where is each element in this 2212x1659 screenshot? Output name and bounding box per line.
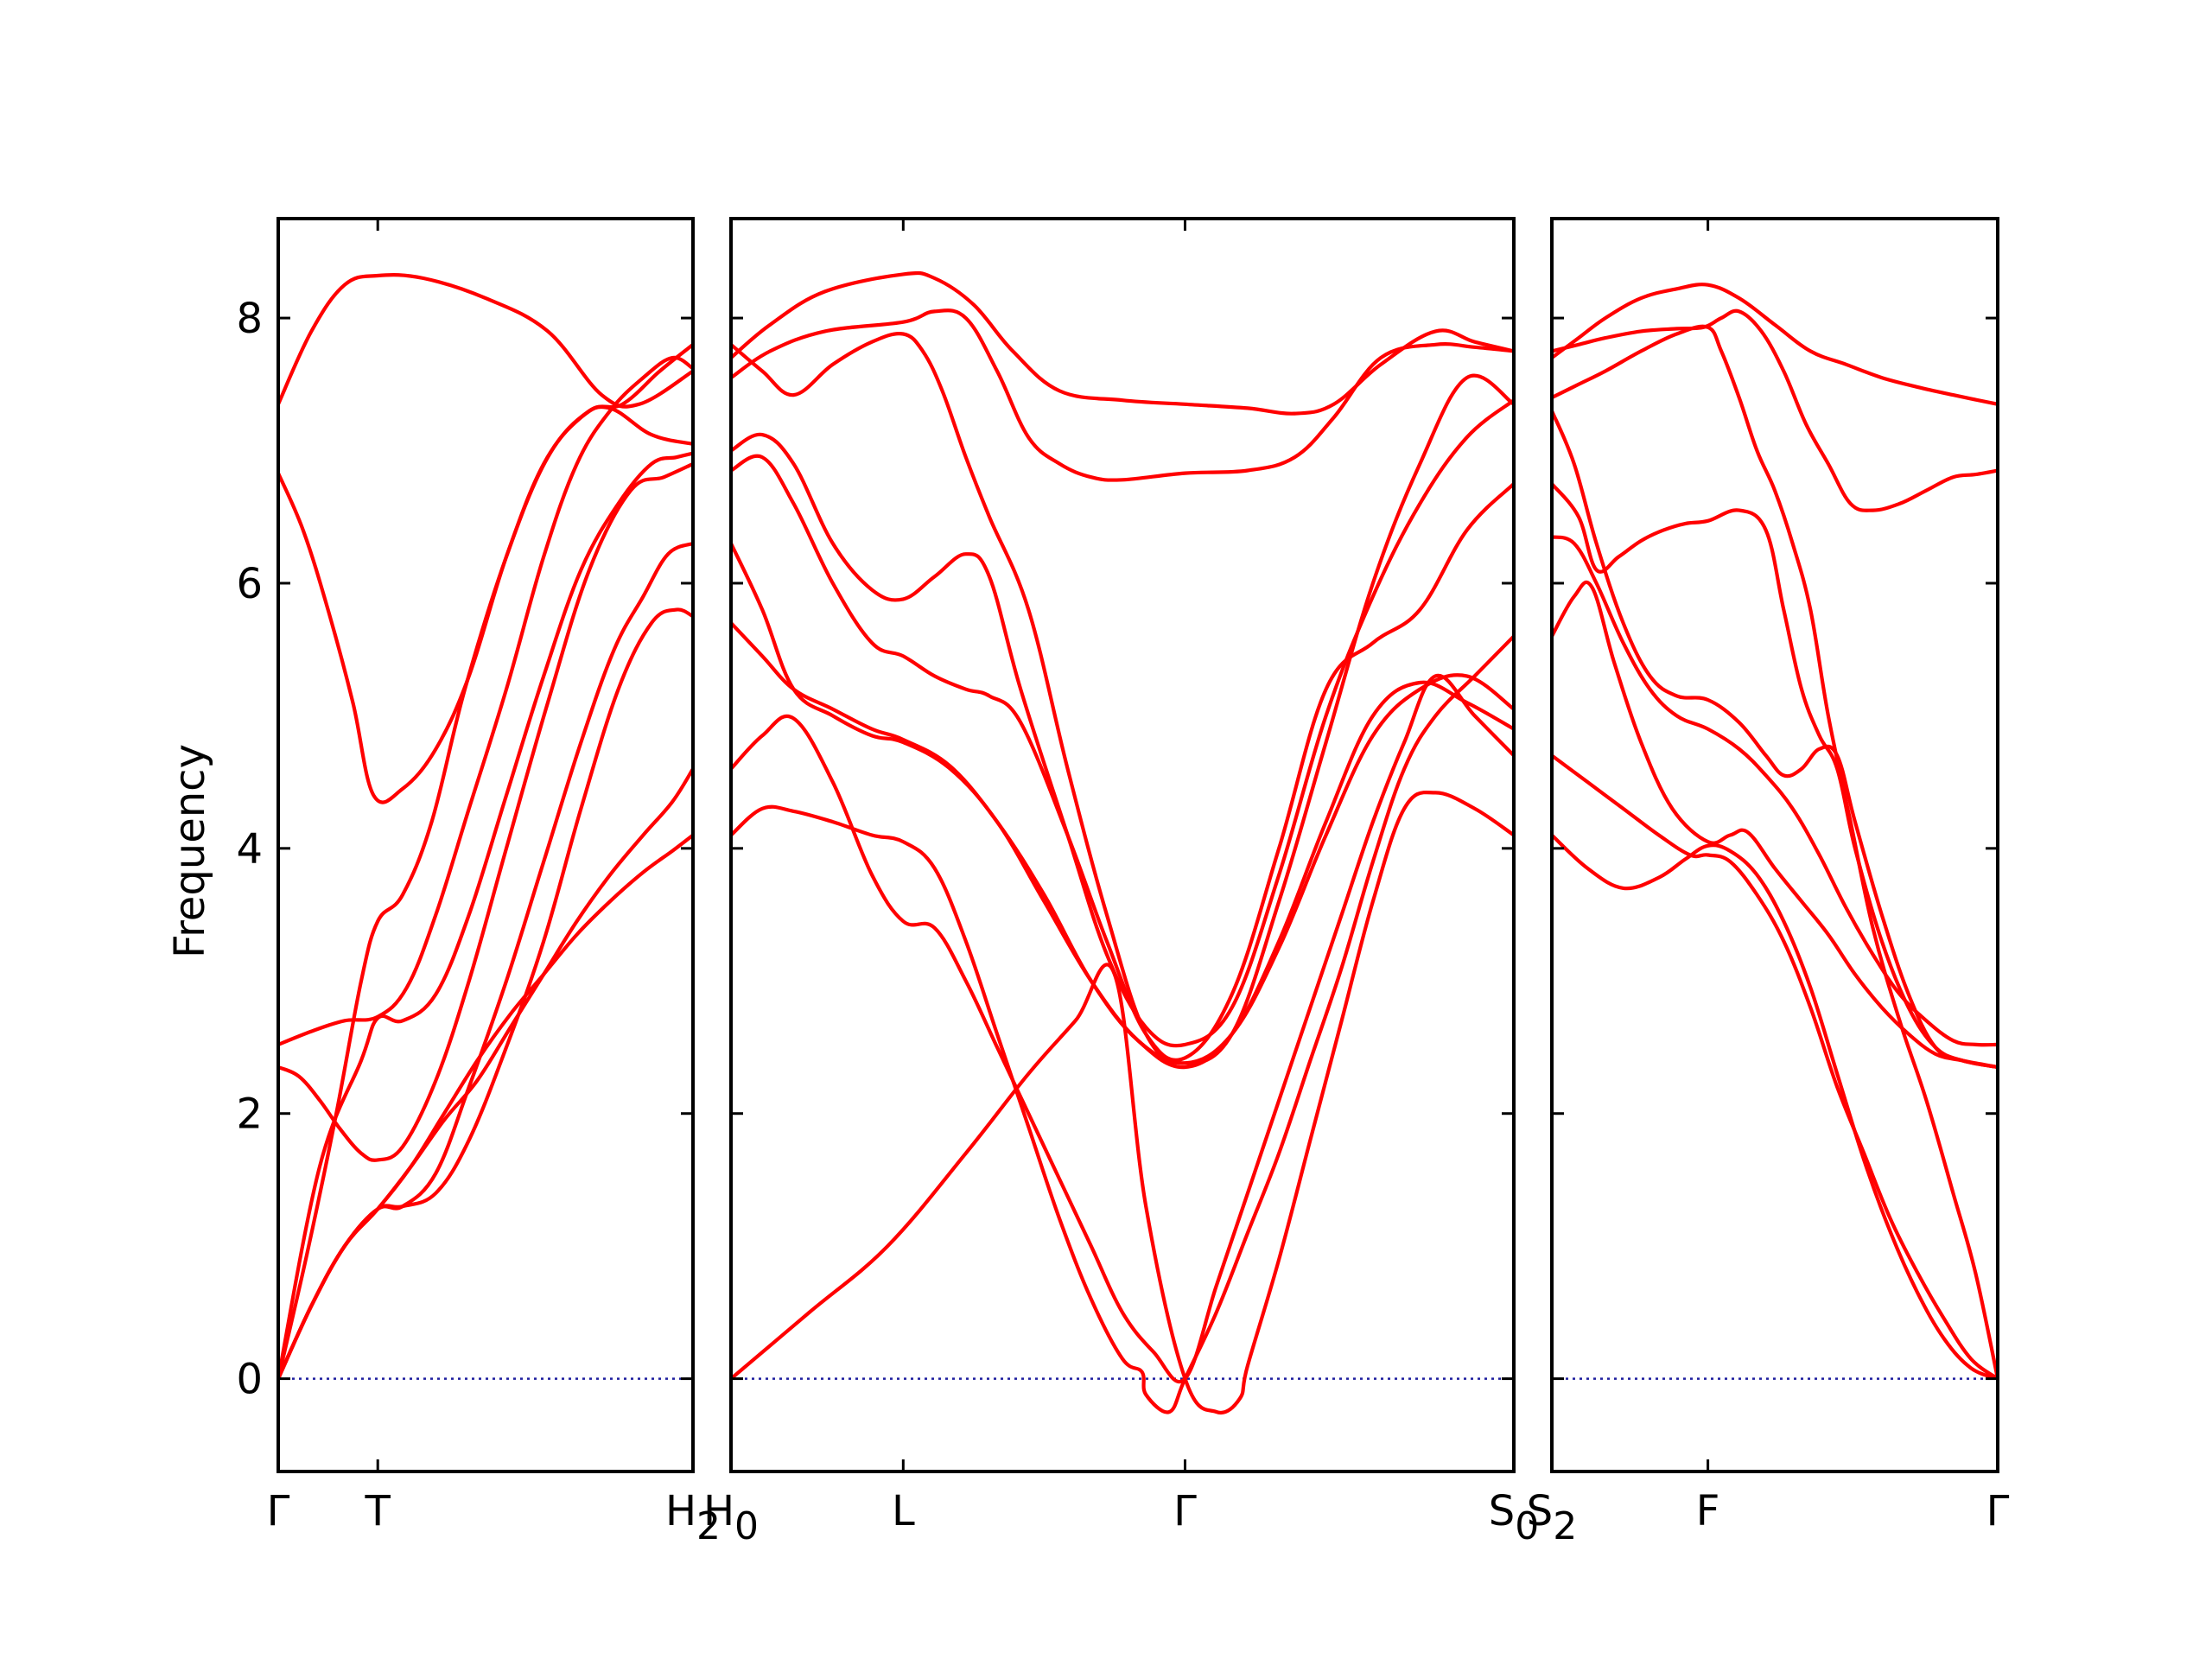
band-line-2-8 — [731, 673, 1514, 1383]
band-line-3-4 — [1552, 409, 1998, 1070]
band-series-group — [1552, 283, 1998, 1381]
band-line-3-1 — [1552, 283, 1998, 406]
panel-3: S2 F Γ — [1527, 217, 2010, 1548]
panel-1: 0 2 4 6 8 Γ T H2 — [236, 217, 721, 1548]
band-line-3-2 — [1552, 308, 1998, 512]
y-axis-label: Frequency — [166, 744, 214, 958]
x-tick-label: H2 — [665, 1487, 721, 1548]
x-tick-label: Γ — [267, 1487, 290, 1535]
y-tick-label: 6 — [236, 560, 263, 608]
y-tick-label: 8 — [236, 295, 263, 343]
band-line-2-1 — [731, 270, 1514, 416]
band-line-2-2 — [731, 308, 1514, 482]
x-tick-label: Γ — [1173, 1487, 1197, 1535]
band-line-1-6 — [278, 451, 693, 1381]
band-line-2-9 — [731, 634, 1514, 1414]
y-tick-label: 4 — [236, 825, 263, 874]
band-line-1-5 — [278, 461, 693, 1162]
band-series-group — [278, 273, 693, 1381]
band-line-2-7 — [731, 620, 1514, 1065]
band-line-1-10 — [278, 833, 693, 1381]
x-tick-label: Γ — [1986, 1487, 2010, 1535]
band-line-2-10 — [731, 790, 1514, 1415]
panel-2: H0 L Γ S0 — [703, 217, 1539, 1548]
band-line-3-8 — [1552, 753, 1998, 1381]
panel-frame — [729, 217, 1516, 1473]
band-line-2-4 — [731, 398, 1514, 1048]
x-tick-label: S0 — [1489, 1487, 1539, 1548]
band-line-1-3 — [278, 355, 693, 1046]
x-tick-label: F — [1696, 1487, 1720, 1535]
panel-frame — [1550, 217, 1999, 1473]
band-line-2-5 — [731, 454, 1514, 1063]
band-line-3-5 — [1552, 481, 1998, 1070]
y-tick-label: 2 — [236, 1090, 263, 1139]
x-tick-label: T — [365, 1487, 391, 1535]
band-line-3-6 — [1552, 535, 1998, 1047]
x-tick-label: S2 — [1527, 1487, 1577, 1548]
band-line-3-9 — [1552, 833, 1998, 1381]
y-tick-label: 0 — [236, 1356, 263, 1404]
band-line-3-3 — [1552, 324, 1998, 1381]
panel-frame — [276, 217, 695, 1473]
band-line-3-7 — [1552, 580, 1998, 1070]
band-series-group — [731, 270, 1514, 1415]
x-tick-label: H0 — [703, 1487, 759, 1548]
band-line-1-4 — [278, 342, 693, 1381]
x-tick-label: L — [892, 1487, 915, 1535]
